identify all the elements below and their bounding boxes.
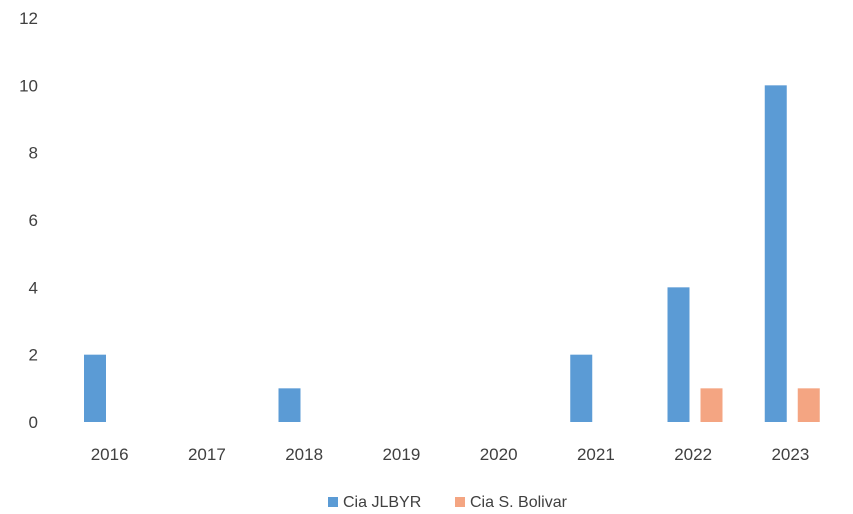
x-tick-label: 2019 bbox=[382, 445, 420, 464]
y-tick-label: 4 bbox=[29, 278, 38, 297]
x-tick-label: 2018 bbox=[285, 445, 323, 464]
x-tick-label: 2022 bbox=[674, 445, 712, 464]
bar-jlbyr-2023 bbox=[764, 85, 787, 422]
x-tick-label: 2021 bbox=[577, 445, 615, 464]
bars bbox=[84, 85, 820, 422]
legend-label: Cia JLBYR bbox=[343, 494, 421, 511]
y-tick-label: 10 bbox=[19, 76, 38, 95]
bar-jlbyr-2018 bbox=[278, 388, 301, 422]
bar-bolivar-2022 bbox=[700, 388, 723, 422]
legend-label: Cia S. Bolivar bbox=[470, 494, 568, 511]
y-tick-label: 2 bbox=[29, 346, 38, 365]
legend: Cia JLBYR Cia S. Bolivar bbox=[328, 494, 568, 511]
legend-swatch bbox=[328, 497, 338, 507]
y-tick-label: 12 bbox=[19, 9, 38, 28]
y-tick-label: 0 bbox=[29, 413, 38, 432]
bar-jlbyr-2022 bbox=[667, 287, 690, 422]
legend-swatch bbox=[455, 497, 465, 507]
y-tick-label: 8 bbox=[29, 144, 38, 163]
y-tick-label: 6 bbox=[29, 211, 38, 230]
bar-jlbyr-2016 bbox=[84, 354, 106, 422]
x-tick-label: 2017 bbox=[188, 445, 226, 464]
bar-jlbyr-2021 bbox=[570, 354, 593, 422]
x-tick-label: 2016 bbox=[91, 445, 129, 464]
y-axis-ticks: 0 2 4 6 8 10 12 bbox=[19, 9, 38, 432]
bar-bolivar-2023 bbox=[797, 388, 820, 422]
x-tick-label: 2023 bbox=[771, 445, 809, 464]
x-axis-ticks: 2016 2017 2018 2019 2020 2021 2022 2023 bbox=[91, 445, 810, 464]
x-tick-label: 2020 bbox=[480, 445, 518, 464]
